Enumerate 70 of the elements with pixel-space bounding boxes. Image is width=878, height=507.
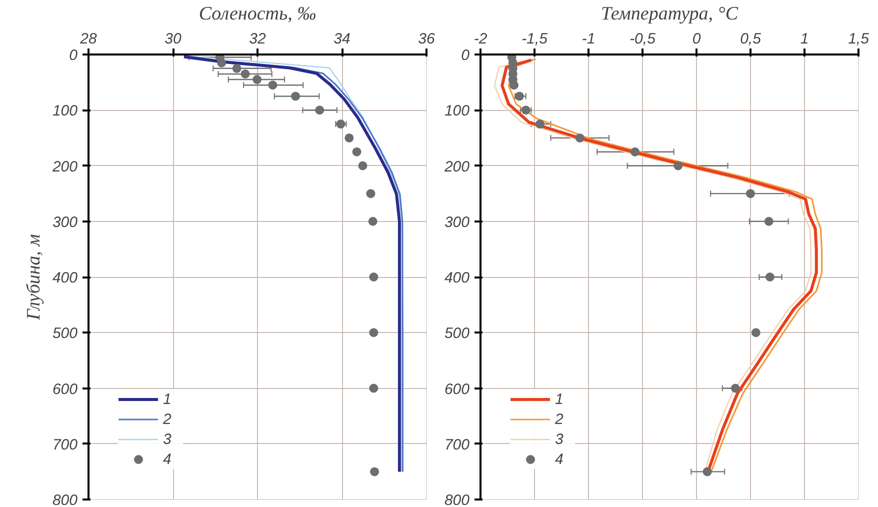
- y-tick-label: 200: [51, 158, 78, 176]
- y-tick-label: 600: [444, 380, 470, 398]
- point: [751, 328, 760, 338]
- point: [344, 133, 354, 142]
- x-tick-label: -1,5: [522, 30, 548, 48]
- point: [232, 64, 242, 73]
- y-tick-label: 700: [444, 436, 470, 454]
- y-tick-label: 700: [52, 436, 78, 454]
- x-tick-label: -1: [582, 30, 596, 48]
- point: [366, 189, 376, 198]
- point: [315, 106, 324, 115]
- legend-label: 2: [163, 410, 172, 428]
- point: [674, 161, 683, 170]
- legend-label: 2: [555, 410, 564, 428]
- x-axis-title: Температура, °C: [600, 4, 738, 24]
- point: [217, 58, 226, 68]
- x-tick-label: 36: [418, 30, 436, 48]
- point: [369, 328, 378, 338]
- y-tick-label: 0: [461, 47, 470, 64]
- y-tick-label: 0: [69, 47, 78, 64]
- y-tick-label: 100: [52, 102, 78, 120]
- y-axis-title: Глубина, м: [23, 234, 44, 321]
- x-tick-label: -0,5: [630, 30, 656, 48]
- y-tick-label: 800: [52, 492, 78, 507]
- x-tick-label: 30: [164, 30, 182, 48]
- point: [358, 161, 368, 170]
- legend-label: 4: [555, 450, 564, 468]
- point: [764, 216, 774, 226]
- y-tick-label: 200: [443, 158, 470, 176]
- x-tick-label: 0: [692, 30, 702, 48]
- point: [369, 384, 378, 393]
- point: [575, 133, 584, 142]
- point: [240, 69, 250, 78]
- point: [352, 147, 362, 156]
- y-tick-label: 400: [444, 270, 470, 286]
- legend-label: 3: [163, 430, 172, 448]
- x-tick-label: 1,5: [848, 30, 870, 48]
- point: [730, 384, 740, 393]
- x-tick-label: 1: [800, 30, 809, 48]
- x-tick-label: 32: [249, 30, 266, 48]
- y-tick-label: 500: [52, 325, 78, 342]
- point: [535, 120, 544, 129]
- point: [368, 216, 378, 226]
- x-axis-title: Соленость, ‰: [198, 4, 316, 24]
- point: [746, 189, 755, 198]
- point: [252, 75, 262, 84]
- y-tick-label: 400: [52, 270, 78, 286]
- point: [369, 272, 378, 282]
- y-tick-label: 800: [444, 492, 470, 507]
- point: [291, 92, 300, 101]
- point: [630, 147, 640, 156]
- y-tick-label: 500: [444, 325, 470, 342]
- legend-label: 4: [163, 450, 172, 468]
- y-tick-label: 300: [52, 214, 78, 231]
- x-tick-label: 0,5: [740, 30, 762, 48]
- point: [514, 92, 524, 101]
- point: [765, 272, 774, 282]
- y-tick-label: 300: [444, 214, 470, 231]
- x-tick-label: 34: [334, 30, 350, 48]
- x-tick-label: 28: [79, 30, 98, 48]
- point: [268, 80, 278, 90]
- x-tick-label: -2: [474, 30, 488, 48]
- legend-label: 3: [555, 430, 564, 448]
- point: [370, 467, 380, 476]
- y-tick-label: 100: [444, 102, 470, 120]
- legend-label: 1: [555, 390, 564, 408]
- y-tick-label: 600: [52, 380, 78, 398]
- point: [702, 467, 712, 476]
- point: [509, 80, 518, 90]
- legend-label: 1: [163, 390, 172, 408]
